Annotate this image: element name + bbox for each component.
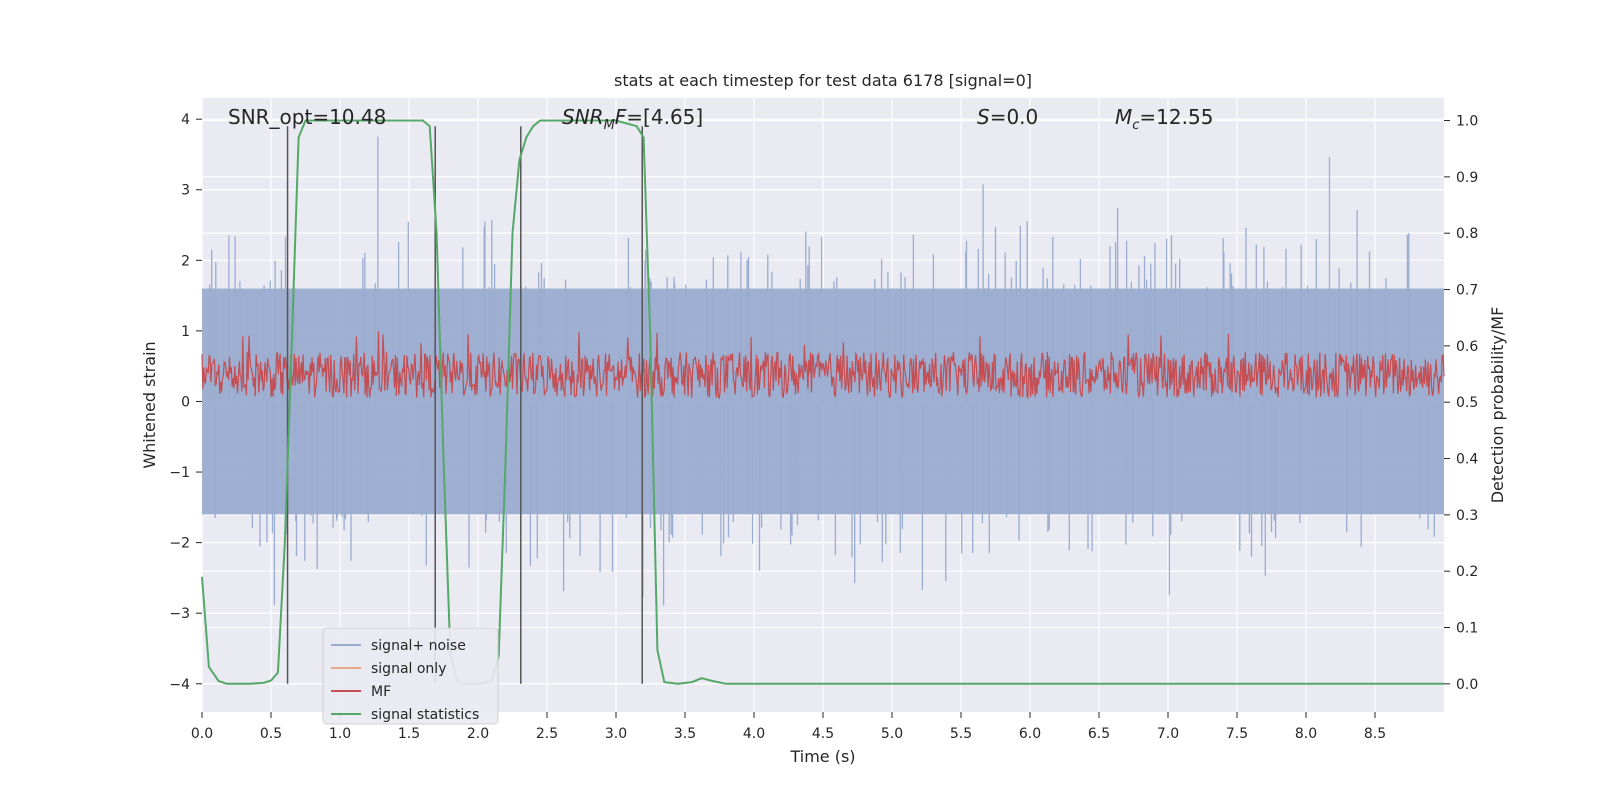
legend: signal+ noise signal only MF signal statist… <box>322 627 499 725</box>
x-axis-label: Time (s) <box>789 747 855 766</box>
signal-noise-series <box>202 136 1444 606</box>
right-y-tick-label: 0.7 <box>1456 283 1478 299</box>
snr-mf-rest: =[4.65] <box>626 105 703 129</box>
left-y-tick-label: −1 <box>169 465 190 481</box>
x-tick-label: 8.0 <box>1295 726 1317 742</box>
noise-envelope <box>202 288 1444 515</box>
x-tick-label: 1.5 <box>398 726 420 742</box>
left-y-tick-label: 4 <box>181 112 190 128</box>
mc-sub: c <box>1132 118 1139 133</box>
right-y-tick-label: 0.5 <box>1456 395 1478 411</box>
snr-mf-sub: M <box>604 118 615 133</box>
right-y-tick-label: 0.3 <box>1456 508 1478 524</box>
x-tick-label: 0.5 <box>260 726 282 742</box>
x-tick-label: 3.5 <box>674 726 696 742</box>
annotation-snr-mf: SNRMF=[4.65] <box>562 105 703 133</box>
x-tick-label: 5.0 <box>881 726 903 742</box>
x-tick-label: 2.5 <box>536 726 558 742</box>
s-var: S <box>977 105 990 129</box>
legend-entry-label: signal+ noise <box>371 638 466 654</box>
legend-entry-label: signal only <box>371 661 446 677</box>
right-y-tick-label: 0.8 <box>1456 226 1478 242</box>
left-y-tick-label: −2 <box>169 536 190 552</box>
mf-line <box>201 331 1445 400</box>
x-tick-label: 7.5 <box>1226 726 1248 742</box>
mc-var: M <box>1115 105 1132 129</box>
right-y-tick-label: 0.6 <box>1456 339 1478 355</box>
right-y-tick-label: 1.0 <box>1456 114 1478 130</box>
annotation-snr-opt: SNR_opt=10.48 <box>228 105 386 129</box>
x-tick-label: 6.0 <box>1019 726 1041 742</box>
x-tick-label: 6.5 <box>1088 726 1110 742</box>
x-tick-label: 5.5 <box>950 726 972 742</box>
left-y-tick-label: −3 <box>169 606 190 622</box>
left-y-tick-label: −4 <box>169 677 190 693</box>
left-y-tick-label: 0 <box>181 394 190 410</box>
x-tick-label: 2.0 <box>467 726 489 742</box>
annotation-mc: Mc=12.55 <box>1115 105 1213 133</box>
legend-entry-label: signal statistics <box>371 707 479 723</box>
right-y-tick-label: 0.2 <box>1456 564 1478 580</box>
legend-box <box>322 627 499 725</box>
left-y-axis-label: Whitened strain <box>140 341 159 468</box>
chart-title: stats at each timestep for test data 617… <box>614 71 1032 90</box>
x-tick-label: 4.5 <box>812 726 834 742</box>
x-tick-label: 4.0 <box>743 726 765 742</box>
snr-mf-f: F <box>615 105 627 129</box>
mc-rest: =12.55 <box>1139 105 1213 129</box>
x-tick-label: 7.0 <box>1157 726 1179 742</box>
x-tick-label: 3.0 <box>605 726 627 742</box>
right-y-axis-label: Detection probability/MF <box>1488 307 1507 504</box>
right-y-tick-label: 0.1 <box>1456 621 1478 637</box>
x-tick-label: 1.0 <box>329 726 351 742</box>
right-y-tick-label: 0.0 <box>1456 677 1478 693</box>
left-y-tick-label: 1 <box>181 324 190 340</box>
s-rest: =0.0 <box>990 105 1039 129</box>
legend-entry-label: MF <box>371 684 391 700</box>
right-y-tick-label: 0.9 <box>1456 170 1478 186</box>
noise-spikes <box>208 136 1435 606</box>
axis-ticks: 0.0 0.5 1.0 1.5 2.0 2.5 3.0 3.5 4.0 4.5 5.0 5.5 6.0 6… <box>169 112 1478 742</box>
right-y-tick-label: 0.4 <box>1456 452 1478 468</box>
snr-mf-base: SNR <box>562 105 604 129</box>
left-y-tick-label: 3 <box>181 183 190 199</box>
x-tick-label: 0.0 <box>191 726 213 742</box>
mf-series <box>201 331 1445 400</box>
annotation-s: S=0.0 <box>977 105 1038 129</box>
x-tick-label: 8.5 <box>1364 726 1386 742</box>
left-y-tick-label: 2 <box>181 253 190 269</box>
